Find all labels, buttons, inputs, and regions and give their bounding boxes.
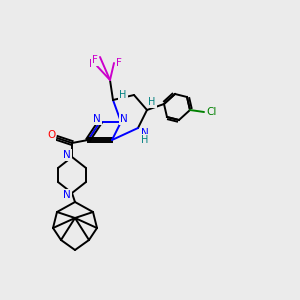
Text: H: H xyxy=(119,90,127,100)
Text: H: H xyxy=(148,97,156,107)
Text: F: F xyxy=(89,59,95,69)
Text: N: N xyxy=(141,128,149,138)
Text: Cl: Cl xyxy=(207,107,217,117)
Text: H: H xyxy=(141,135,149,145)
Text: F: F xyxy=(116,58,122,68)
Text: N: N xyxy=(63,190,71,200)
Text: N: N xyxy=(93,114,101,124)
Text: O: O xyxy=(47,130,55,140)
Text: N: N xyxy=(63,150,71,160)
Text: N: N xyxy=(120,114,128,124)
Text: F: F xyxy=(92,55,98,65)
